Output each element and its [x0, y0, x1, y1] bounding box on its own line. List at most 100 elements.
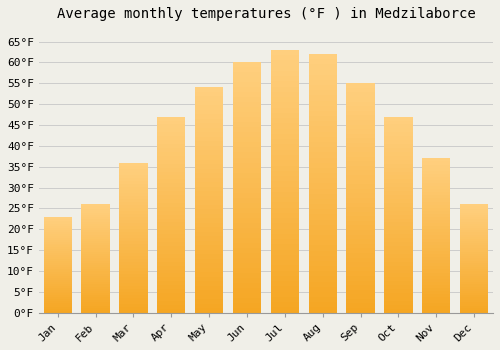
Bar: [346, 175, 375, 180]
Bar: [384, 242, 412, 246]
Bar: [233, 158, 261, 162]
Bar: [157, 234, 186, 238]
Bar: [384, 234, 412, 238]
Bar: [460, 256, 488, 258]
Bar: [270, 297, 299, 302]
Bar: [308, 106, 337, 111]
Bar: [44, 251, 72, 253]
Bar: [119, 211, 148, 214]
Bar: [460, 298, 488, 300]
Bar: [195, 146, 224, 150]
Bar: [119, 259, 148, 261]
Bar: [308, 163, 337, 168]
Bar: [308, 75, 337, 80]
Bar: [346, 97, 375, 101]
Bar: [195, 204, 224, 209]
Bar: [308, 189, 337, 194]
Bar: [308, 215, 337, 219]
Bar: [195, 299, 224, 304]
Bar: [119, 202, 148, 204]
Bar: [422, 307, 450, 309]
Bar: [82, 282, 110, 285]
Bar: [119, 247, 148, 250]
Bar: [119, 232, 148, 235]
Bar: [119, 208, 148, 211]
Bar: [346, 134, 375, 138]
Bar: [82, 289, 110, 291]
Bar: [233, 247, 261, 253]
Bar: [44, 244, 72, 245]
Bar: [119, 282, 148, 286]
Bar: [195, 173, 224, 177]
Bar: [346, 184, 375, 189]
Bar: [119, 271, 148, 274]
Bar: [233, 298, 261, 303]
Bar: [460, 293, 488, 295]
Bar: [422, 279, 450, 282]
Bar: [346, 299, 375, 303]
Bar: [460, 224, 488, 226]
Bar: [82, 228, 110, 230]
Bar: [44, 245, 72, 247]
Bar: [195, 177, 224, 182]
Bar: [346, 244, 375, 248]
Bar: [308, 121, 337, 126]
Bar: [157, 211, 186, 215]
Bar: [44, 249, 72, 251]
Bar: [422, 266, 450, 270]
Bar: [384, 128, 412, 132]
Bar: [422, 195, 450, 198]
Bar: [308, 240, 337, 245]
Bar: [308, 225, 337, 230]
Bar: [460, 308, 488, 310]
Bar: [44, 230, 72, 232]
Bar: [270, 108, 299, 113]
Bar: [195, 240, 224, 245]
Bar: [82, 247, 110, 250]
Bar: [195, 245, 224, 250]
Bar: [119, 214, 148, 217]
Bar: [44, 282, 72, 284]
Bar: [308, 178, 337, 183]
Bar: [422, 183, 450, 186]
Bar: [157, 230, 186, 234]
Bar: [270, 260, 299, 265]
Bar: [346, 248, 375, 253]
Bar: [157, 156, 186, 160]
Bar: [119, 187, 148, 190]
Bar: [346, 203, 375, 207]
Bar: [157, 203, 186, 207]
Bar: [82, 269, 110, 272]
Bar: [157, 218, 186, 223]
Bar: [460, 228, 488, 230]
Bar: [233, 62, 261, 68]
Bar: [270, 202, 299, 208]
Bar: [422, 241, 450, 245]
Bar: [44, 253, 72, 255]
Bar: [460, 282, 488, 285]
Bar: [270, 50, 299, 55]
Bar: [233, 232, 261, 238]
Bar: [119, 250, 148, 253]
Bar: [195, 110, 224, 114]
Bar: [422, 223, 450, 226]
Bar: [44, 236, 72, 238]
Bar: [422, 275, 450, 279]
Bar: [460, 241, 488, 243]
Bar: [82, 263, 110, 265]
Bar: [233, 88, 261, 92]
Bar: [422, 263, 450, 266]
Bar: [308, 251, 337, 256]
Bar: [82, 250, 110, 252]
Bar: [233, 182, 261, 188]
Bar: [308, 85, 337, 90]
Bar: [270, 97, 299, 103]
Bar: [44, 240, 72, 242]
Bar: [233, 77, 261, 83]
Bar: [346, 239, 375, 244]
Bar: [82, 213, 110, 215]
Bar: [346, 92, 375, 97]
Bar: [233, 208, 261, 212]
Bar: [346, 308, 375, 313]
Bar: [82, 298, 110, 300]
